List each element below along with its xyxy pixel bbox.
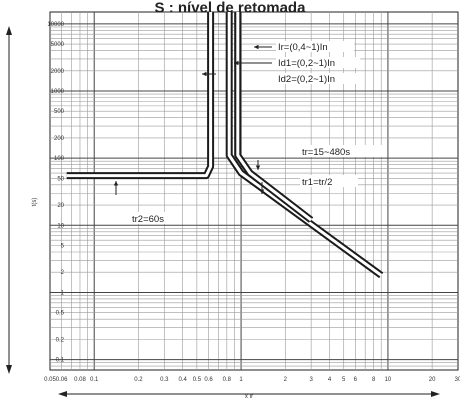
label-box-tr xyxy=(300,145,382,157)
x-tick-label: 0.06 xyxy=(56,377,68,383)
pointer-head xyxy=(113,181,119,186)
x-tick-label: 0.3 xyxy=(160,377,169,383)
y-tick-label: 5 xyxy=(61,244,65,250)
y-tick-label: 10000 xyxy=(47,22,64,28)
pointer-head xyxy=(234,60,239,66)
x-tick-label: 6 xyxy=(354,377,358,383)
pointer-head xyxy=(254,44,259,50)
y-tick-label: 500 xyxy=(54,109,65,115)
y-tick-label: 1000 xyxy=(51,89,65,95)
annotation-id1: Id1=(0,2~1)In xyxy=(278,58,335,69)
x-tick-label: 0.8 xyxy=(223,377,232,383)
y-tick-label: 200 xyxy=(54,136,65,142)
annotation-ir: Ir=(0,4~1)In xyxy=(278,42,328,53)
label-box-ir xyxy=(276,41,354,52)
x-tick-label: 0.2 xyxy=(134,377,143,383)
y-tick-label: 1 xyxy=(61,290,65,296)
x-tick-label: 0.05 xyxy=(44,377,56,383)
pointer-head xyxy=(259,189,265,194)
label-box-id1 xyxy=(276,57,360,68)
label-box-tr2 xyxy=(130,212,182,224)
pointers xyxy=(113,44,272,195)
pointer-head xyxy=(255,165,261,170)
curve-band-core xyxy=(66,12,213,178)
curve-band-core xyxy=(236,12,313,222)
x-tick-label: 2 xyxy=(284,377,288,383)
y-tick-label: 0.1 xyxy=(56,358,65,364)
y-tick-label: 0.2 xyxy=(56,337,65,343)
annotation-tr: tr=15~480s xyxy=(302,147,350,158)
curves xyxy=(66,12,384,279)
x-tick-labels: 0.05 0.06 0.08 0.1 0.2 0.3 0.4 0.5 0.6 0.8 1 2 3 4 5 6 8… xyxy=(44,377,460,383)
label-box-tr1 xyxy=(300,175,358,187)
curve-3 xyxy=(234,12,314,223)
curve-band-core xyxy=(227,12,383,277)
curve-2 xyxy=(225,12,384,279)
x-tick-label: 8 xyxy=(372,377,376,383)
x-tick-label: 0.4 xyxy=(178,377,187,383)
x-tick-label: 20 xyxy=(429,377,436,383)
y-tick-labels: 0.1 0.2 0.5 1 2 5 10 20 50 100 200 500 1000 2000 5000 1… xyxy=(47,22,64,364)
y-tick-label: 5000 xyxy=(51,42,65,48)
label-box-id2 xyxy=(276,73,360,84)
x-tick-label: 1 xyxy=(239,377,243,383)
grid xyxy=(50,12,458,370)
y-unit-label: t(s) xyxy=(32,198,38,207)
pointer-head xyxy=(202,71,207,77)
x-tick-label: 0.1 xyxy=(90,377,99,383)
y-tick-label: 50 xyxy=(57,176,64,182)
x-axis-arrow xyxy=(58,391,440,397)
y-tick-label: 10 xyxy=(57,223,64,229)
y-tick-label: 0.5 xyxy=(56,311,65,317)
x-tick-label: 4 xyxy=(328,377,332,383)
x-tick-label: 3 xyxy=(309,377,313,383)
x-tick-label: 5 xyxy=(342,377,346,383)
x-unit-label: x Ir xyxy=(245,394,253,400)
annotation-tr2: tr2=60s xyxy=(132,214,164,225)
y-tick-label: 2 xyxy=(61,270,65,276)
annotation-id2: Id2=(0,2~1)In xyxy=(278,74,335,85)
y-tick-label: 2000 xyxy=(51,69,65,75)
plot-frame xyxy=(49,11,459,371)
x-tick-label: 10 xyxy=(385,377,392,383)
annotation-tr1: tr1=tr/2 xyxy=(302,177,332,188)
x-tick-label: 0.5 xyxy=(193,377,202,383)
y-tick-label: 100 xyxy=(54,156,65,162)
x-tick-label: 0.08 xyxy=(74,377,86,383)
x-tick-label: 0.6 xyxy=(204,377,213,383)
x-tick-label: 30 xyxy=(455,377,460,383)
curve-1 xyxy=(66,12,215,180)
y-tick-label: 20 xyxy=(57,203,64,209)
y-axis-arrow xyxy=(6,26,12,374)
